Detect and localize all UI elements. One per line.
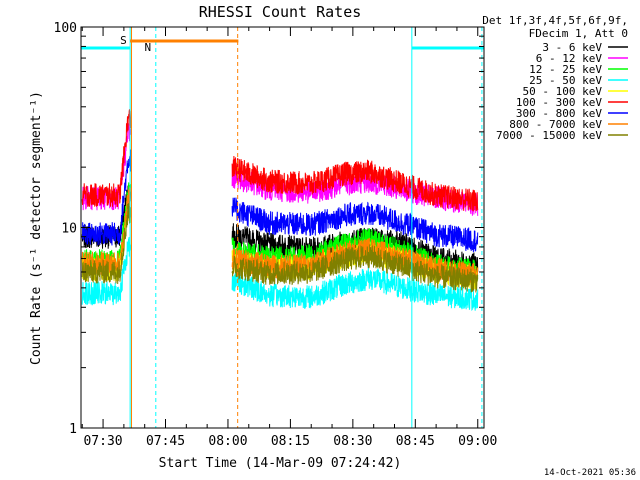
x-tick-label: 08:45 bbox=[396, 434, 435, 449]
legend-entry-label: 50 - 100 keV bbox=[523, 85, 603, 98]
legend-entry-label: 6 - 12 keV bbox=[536, 52, 603, 65]
legend-entry-label: 300 - 800 keV bbox=[516, 107, 602, 120]
night-label: N bbox=[144, 41, 151, 54]
y-tick-label: 1 bbox=[69, 422, 77, 437]
x-tick-label: 09:00 bbox=[458, 434, 497, 449]
y-tick-label: 10 bbox=[61, 222, 77, 237]
legend-entry-label: 100 - 300 keV bbox=[516, 96, 602, 109]
series-line bbox=[231, 197, 479, 253]
legend-entry-label: 3 - 6 keV bbox=[542, 41, 602, 54]
generation-timestamp: 14-Oct-2021 05:36 bbox=[544, 468, 636, 478]
series-line bbox=[81, 109, 132, 208]
x-tick-label: 08:30 bbox=[333, 434, 372, 449]
x-tick-label: 08:00 bbox=[208, 434, 247, 449]
series-line bbox=[81, 236, 132, 306]
legend-entry-label: 800 - 7000 keV bbox=[509, 118, 602, 131]
series-line bbox=[231, 244, 479, 293]
series-line bbox=[81, 149, 132, 246]
legend-header-line-2: FDecim 1, Att 0 bbox=[529, 27, 628, 40]
y-axis-label: Count Rate (s⁻¹ detector segment⁻¹) bbox=[29, 91, 44, 365]
legend-entry-label: 7000 - 15000 keV bbox=[496, 129, 602, 142]
saa-label: S bbox=[120, 34, 127, 47]
x-axis-label: Start Time (14-Mar-09 07:24:42) bbox=[159, 456, 402, 471]
series-line bbox=[231, 267, 479, 311]
legend: Det 1f,3f,4f,5f,6f,9f, FDecim 1, Att 0 3… bbox=[482, 14, 628, 142]
x-tick-label: 07:30 bbox=[83, 434, 122, 449]
legend-entry-label: 25 - 50 keV bbox=[529, 74, 602, 87]
series-line bbox=[231, 155, 479, 212]
x-tick-label: 07:45 bbox=[146, 434, 185, 449]
x-axis: 07:30 07:45 08:00 08:15 08:30 08:45 09:00 bbox=[81, 27, 497, 449]
y-tick-label: 100 bbox=[54, 21, 77, 36]
chart-title: RHESSI Count Rates bbox=[199, 3, 362, 21]
legend-header-line-1: Det 1f,3f,4f,5f,6f,9f, bbox=[482, 14, 628, 27]
series-layer bbox=[81, 109, 479, 311]
legend-entry-label: 12 - 25 keV bbox=[529, 63, 602, 76]
series-line bbox=[81, 200, 132, 285]
x-tick-label: 08:15 bbox=[271, 434, 310, 449]
y-axis: 1 10 100 bbox=[54, 21, 484, 437]
